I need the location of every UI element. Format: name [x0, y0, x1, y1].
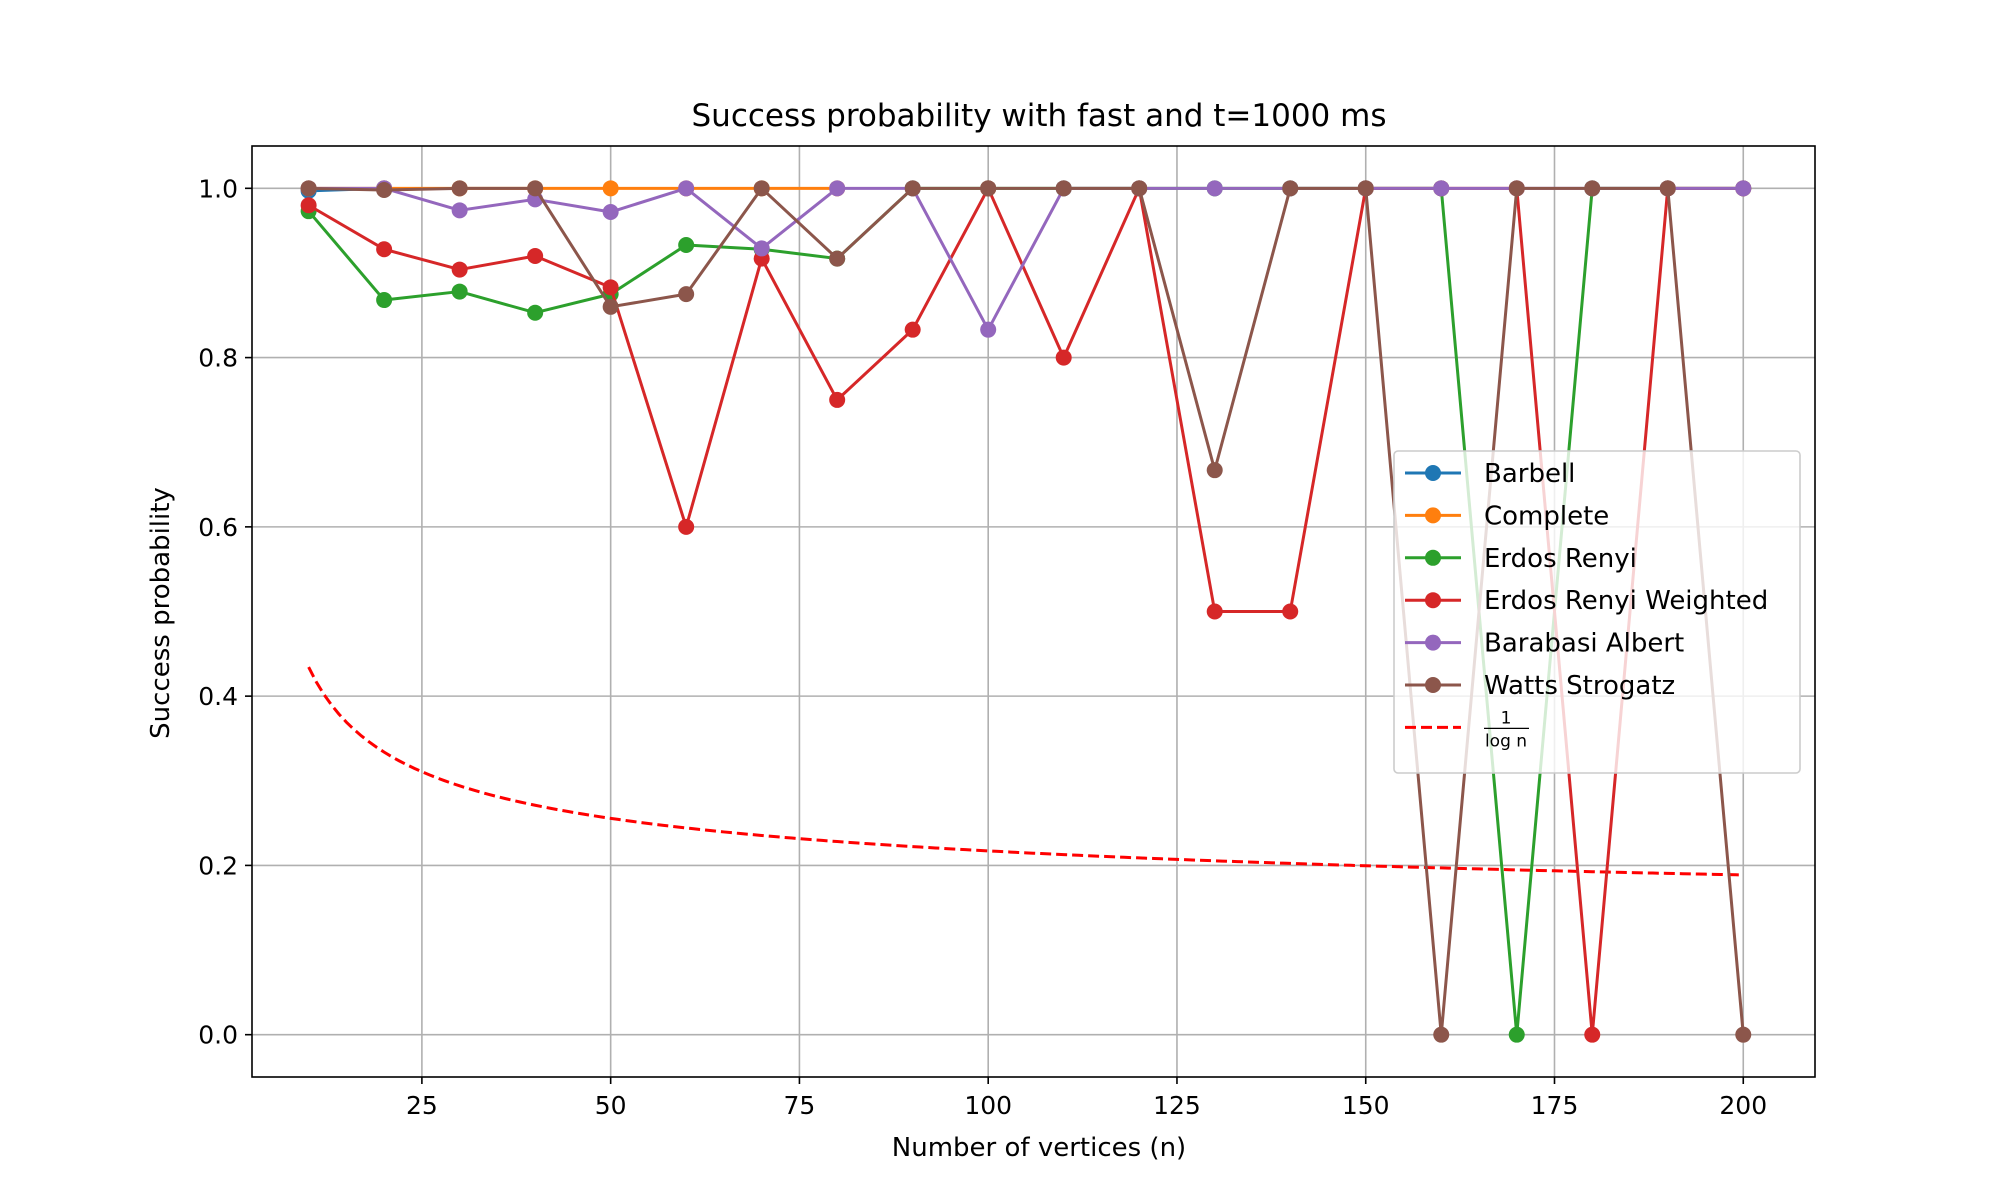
legend-label: Watts Strogatz [1484, 671, 1675, 701]
x-tick-label: 150 [1342, 1091, 1390, 1120]
legend-label: Complete [1484, 501, 1609, 531]
data-point [678, 237, 695, 254]
legend: Barbell Complete Erdos Renyi Erdos Renyi We… [1393, 450, 1801, 774]
data-point [829, 180, 846, 197]
legend-fraction-numerator: 1 [1501, 708, 1512, 728]
legend-label: Barbell [1484, 459, 1575, 489]
data-point [1433, 1026, 1450, 1043]
data-point [1282, 180, 1299, 197]
legend-item: Erdos Renyi [1405, 544, 1637, 574]
legend-item: Complete [1405, 501, 1609, 531]
data-point [376, 292, 393, 309]
reference-curve-layer [307, 666, 1744, 877]
data-point [1206, 180, 1223, 197]
data-point [904, 321, 921, 338]
series-watts-strogatz [300, 180, 1752, 1043]
data-point [451, 180, 468, 197]
legend-box [1393, 450, 1801, 774]
legend-item: Barbell [1405, 459, 1575, 489]
data-point [1735, 1026, 1752, 1043]
data-point [1735, 180, 1752, 197]
legend-label: Erdos Renyi Weighted [1484, 586, 1768, 616]
data-point [753, 240, 770, 257]
y-tick-label: 0.0 [198, 1021, 238, 1050]
data-point [1357, 180, 1374, 197]
data-point [678, 180, 695, 197]
data-point [1055, 180, 1072, 197]
data-point [376, 182, 393, 199]
data-point [829, 250, 846, 267]
data-point [1055, 349, 1072, 366]
legend-fraction-denominator: log n [1485, 731, 1527, 751]
data-point [602, 298, 619, 315]
legend-item: Watts Strogatz [1405, 671, 1675, 701]
data-point [1282, 603, 1299, 620]
legend-marker [1425, 677, 1441, 693]
data-point [1508, 180, 1525, 197]
data-point [1584, 180, 1601, 197]
data-point [527, 304, 544, 321]
data-point [678, 286, 695, 303]
y-tick-label: 0.2 [198, 851, 238, 880]
data-point [1508, 1026, 1525, 1043]
data-point [602, 204, 619, 221]
legend-marker [1425, 592, 1441, 609]
x-tick-label: 75 [784, 1091, 816, 1120]
data-point [527, 180, 544, 197]
data-point [451, 261, 468, 278]
x-tick-label: 25 [406, 1091, 438, 1120]
plot-area-frame [251, 145, 1816, 1078]
legend-marker [1425, 634, 1441, 651]
y-axis-label: Success probability [146, 487, 176, 739]
y-axis-ticks: 0.0 0.2 0.4 0.6 0.8 1.0 [198, 174, 252, 1050]
data-point [527, 248, 544, 265]
legend-label: Barabasi Albert [1484, 629, 1684, 659]
data-point [451, 202, 468, 219]
legend-marker [1425, 549, 1441, 566]
data-point [1433, 180, 1450, 197]
data-point [300, 197, 317, 214]
data-point [1206, 462, 1223, 479]
series-layer [300, 180, 1752, 1043]
data-point [829, 391, 846, 408]
series-line [308, 186, 1744, 332]
x-tick-label: 125 [1153, 1091, 1201, 1120]
x-tick-label: 175 [1531, 1091, 1579, 1120]
data-point [451, 283, 468, 300]
y-tick-label: 0.8 [198, 344, 238, 373]
chart-title: Success probability with fast and t=1000… [692, 98, 1387, 134]
y-tick-label: 0.6 [198, 513, 238, 542]
x-tick-label: 50 [595, 1091, 627, 1120]
data-point [753, 180, 770, 197]
x-axis-ticks: 25 50 75 100 125 150 175 200 [406, 1077, 1767, 1120]
y-tick-label: 0.4 [198, 682, 238, 711]
legend-item-reference: 1 log n [1405, 708, 1529, 751]
legend-label: Erdos Renyi [1484, 544, 1637, 574]
data-point [904, 180, 921, 197]
x-tick-label: 200 [1719, 1091, 1767, 1120]
series-line [308, 186, 1745, 1037]
legend-marker [1425, 507, 1441, 524]
legend-item: Erdos Renyi Weighted [1405, 586, 1768, 616]
data-point [980, 321, 997, 338]
data-point [678, 518, 695, 535]
y-tick-label: 1.0 [198, 174, 238, 203]
data-point [1206, 603, 1223, 620]
legend-item: Barabasi Albert [1405, 629, 1684, 659]
data-point [1584, 1026, 1601, 1043]
data-point [376, 241, 393, 258]
x-tick-label: 100 [964, 1091, 1012, 1120]
x-axis-label: Number of vertices (n) [892, 1133, 1186, 1163]
data-point [300, 180, 317, 197]
data-point [602, 180, 619, 197]
data-point [980, 180, 997, 197]
data-point [602, 279, 619, 296]
reference-curve-line [307, 666, 1744, 877]
data-point [1659, 180, 1676, 197]
legend-marker [1425, 465, 1441, 481]
data-point [1131, 180, 1148, 197]
